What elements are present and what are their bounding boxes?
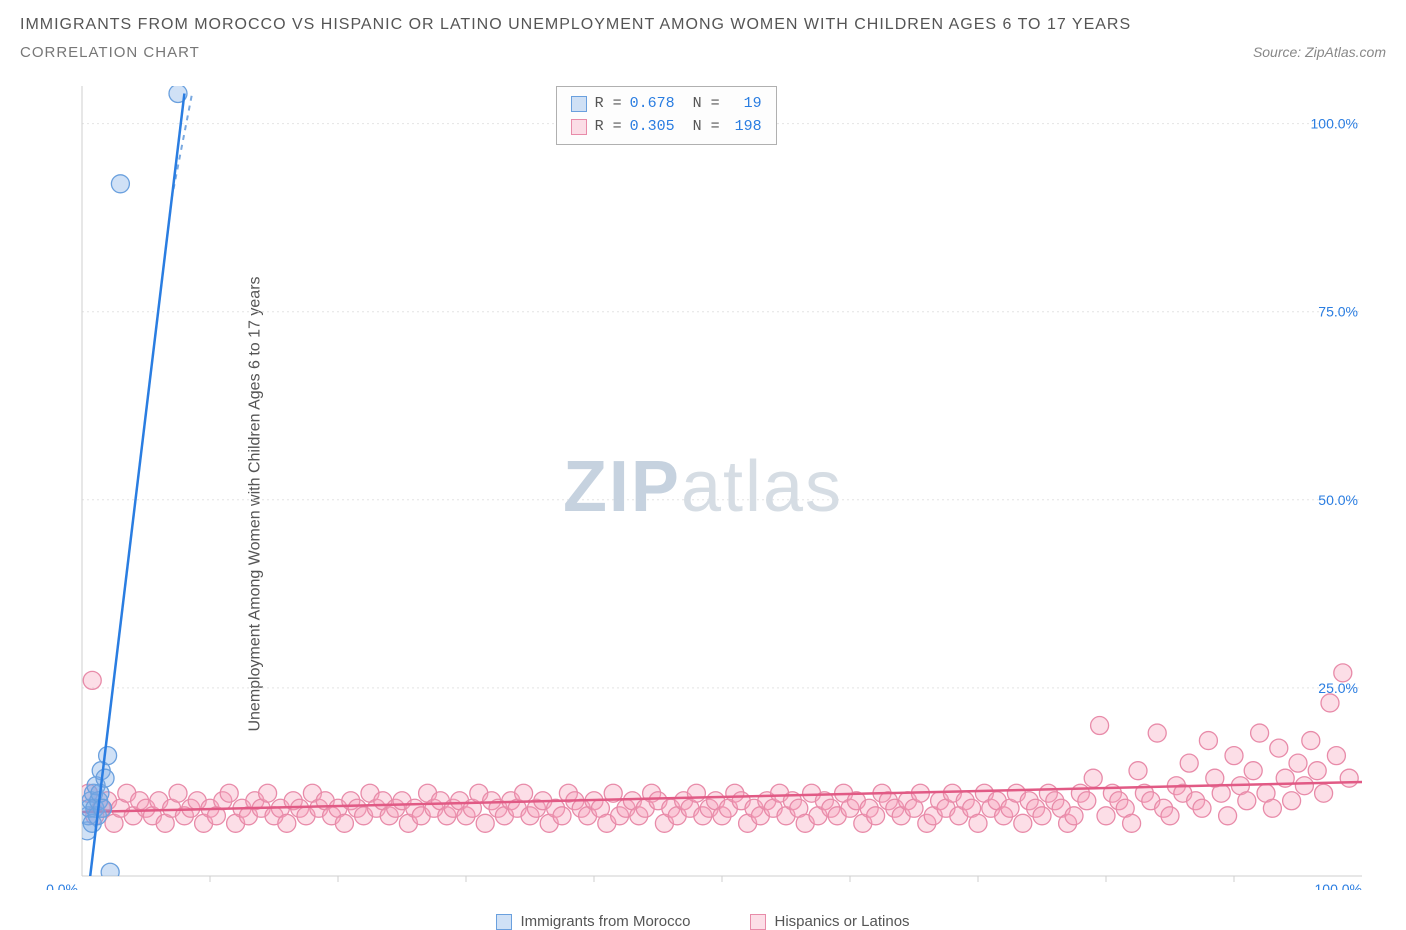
data-point [1289, 754, 1307, 772]
legend-swatch [750, 914, 766, 930]
svg-text:100.0%: 100.0% [1315, 881, 1362, 890]
data-point [101, 863, 119, 881]
legend-row: R = 0.678 N = 19 [571, 93, 762, 116]
data-point [220, 784, 238, 802]
data-point [1212, 784, 1230, 802]
data-point [278, 814, 296, 832]
data-point [93, 799, 111, 817]
legend-swatch [571, 119, 587, 135]
series-legend: Immigrants from Morocco Hispanics or Lati… [20, 913, 1386, 930]
data-point [1078, 792, 1096, 810]
data-point [1321, 694, 1339, 712]
data-point [1199, 732, 1217, 750]
data-point [1327, 747, 1345, 765]
data-point [1315, 784, 1333, 802]
data-point [1065, 807, 1083, 825]
data-point [111, 175, 129, 193]
legend-label: Hispanics or Latinos [774, 913, 909, 930]
legend-label: Immigrants from Morocco [520, 913, 690, 930]
svg-text:25.0%: 25.0% [1318, 680, 1358, 696]
data-point [1097, 807, 1115, 825]
legend-swatch [496, 914, 512, 930]
data-point [83, 671, 101, 689]
header-row: IMMIGRANTS FROM MOROCCO VS HISPANIC OR L… [0, 0, 1406, 38]
data-point [259, 784, 277, 802]
data-point [476, 814, 494, 832]
data-point [1219, 807, 1237, 825]
subtitle-row: CORRELATION CHART Source: ZipAtlas.com [0, 38, 1406, 61]
data-point [1193, 799, 1211, 817]
chart-subtitle: CORRELATION CHART [20, 44, 200, 61]
data-point [1244, 762, 1262, 780]
data-point [335, 814, 353, 832]
data-point [99, 747, 117, 765]
data-point [1014, 814, 1032, 832]
chart-container: Unemployment Among Women with Children A… [20, 78, 1386, 930]
data-point [553, 807, 571, 825]
source-attribution: Source: ZipAtlas.com [1253, 44, 1386, 60]
svg-text:50.0%: 50.0% [1318, 492, 1358, 508]
data-point [1238, 792, 1256, 810]
data-point [1084, 769, 1102, 787]
legend-r-label: R = [595, 93, 622, 116]
data-point [515, 784, 533, 802]
data-point [1295, 777, 1313, 795]
legend-r-value: 0.305 [630, 116, 675, 139]
svg-text:75.0%: 75.0% [1318, 304, 1358, 320]
data-point [1123, 814, 1141, 832]
data-point [96, 769, 114, 787]
legend-r-value: 0.678 [630, 93, 675, 116]
scatter-chart: 25.0% 50.0% 75.0% 100.0% 0.0% 100.0% [20, 78, 1386, 890]
data-point [1340, 769, 1358, 787]
data-point [687, 784, 705, 802]
legend-n-value: 198 [728, 116, 762, 139]
legend-item: Immigrants from Morocco [496, 913, 690, 930]
correlation-legend: R = 0.678 N = 19 R = 0.305 N = 198 [556, 86, 777, 145]
legend-n-label: N = [693, 116, 720, 139]
svg-text:100.0%: 100.0% [1311, 116, 1358, 132]
data-point [867, 807, 885, 825]
legend-r-label: R = [595, 116, 622, 139]
data-point [1270, 739, 1288, 757]
data-point [1283, 792, 1301, 810]
data-point [1180, 754, 1198, 772]
legend-n-value: 19 [728, 93, 762, 116]
data-point [969, 814, 987, 832]
data-point [169, 784, 187, 802]
data-point [1334, 664, 1352, 682]
data-point [1161, 807, 1179, 825]
data-point [1129, 762, 1147, 780]
data-point [1148, 724, 1166, 742]
legend-row: R = 0.305 N = 198 [571, 116, 762, 139]
chart-title: IMMIGRANTS FROM MOROCCO VS HISPANIC OR L… [20, 12, 1131, 38]
svg-text:0.0%: 0.0% [46, 881, 78, 890]
data-point [1225, 747, 1243, 765]
data-point [1308, 762, 1326, 780]
data-point [1263, 799, 1281, 817]
data-point [1033, 807, 1051, 825]
data-point [1302, 732, 1320, 750]
data-point [1091, 717, 1109, 735]
legend-swatch [571, 96, 587, 112]
trend-line [88, 94, 184, 890]
legend-n-label: N = [693, 93, 720, 116]
legend-item: Hispanics or Latinos [750, 913, 909, 930]
data-point [1251, 724, 1269, 742]
